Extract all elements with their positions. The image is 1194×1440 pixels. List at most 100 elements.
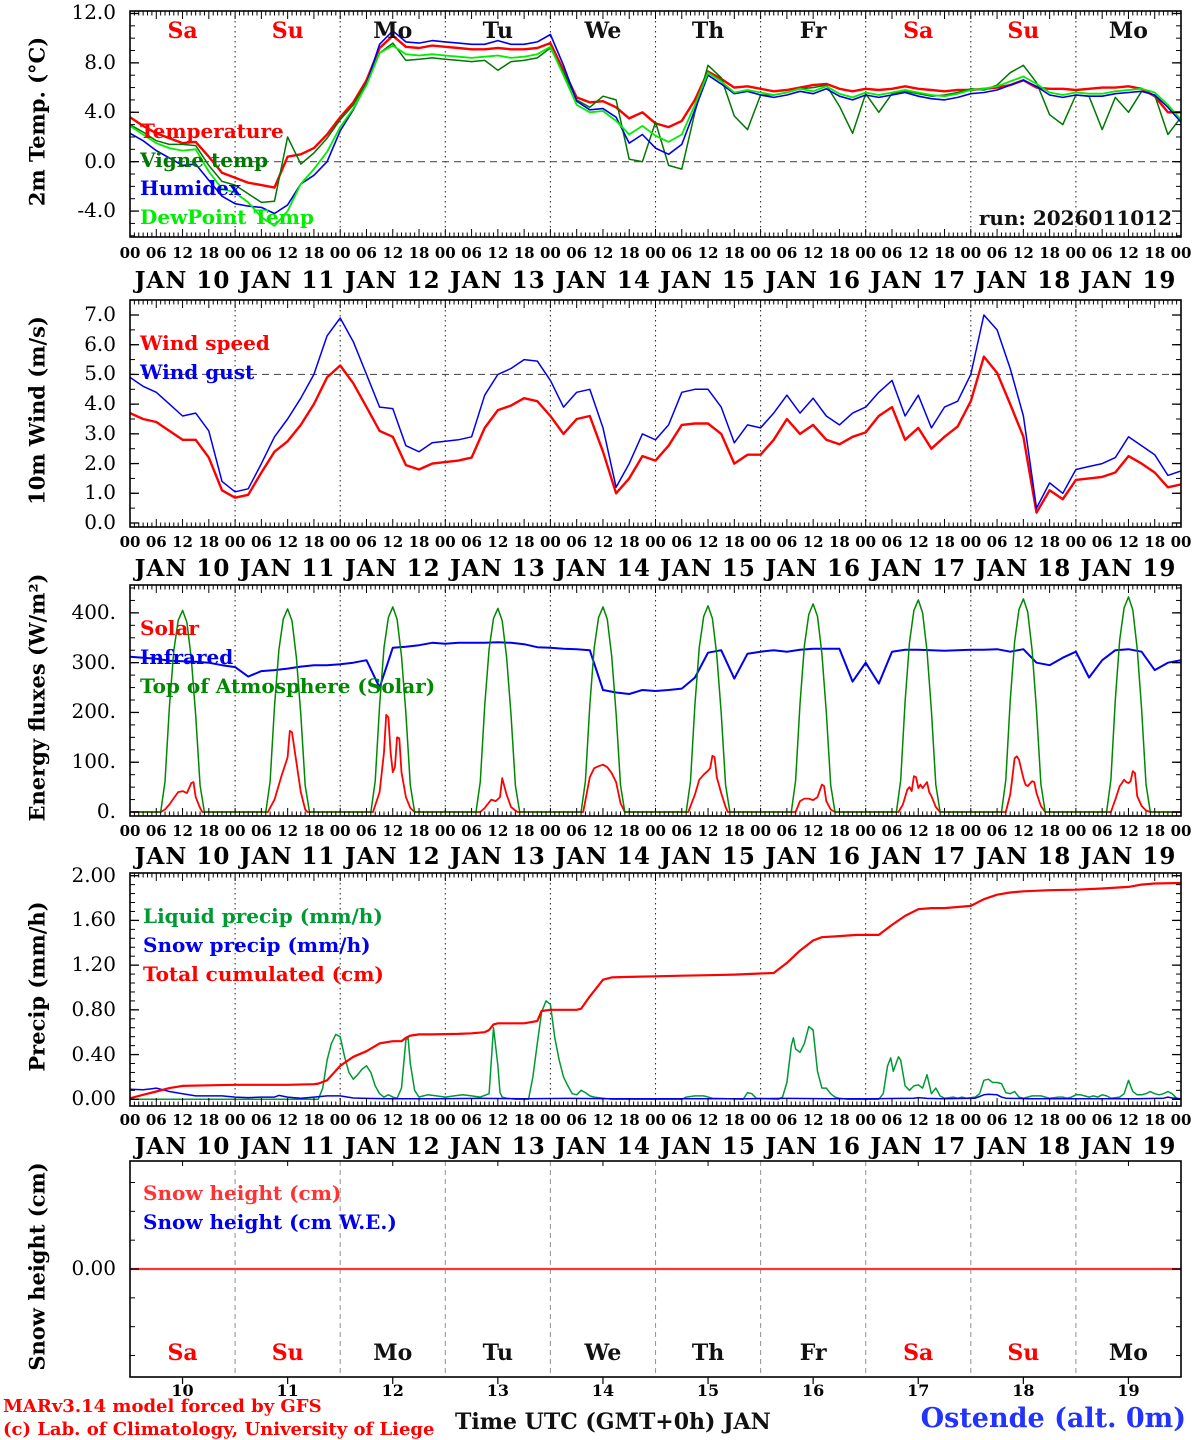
legend-humidex: Humidex (140, 176, 241, 201)
hour-tick-label: 06 (671, 822, 693, 840)
legend-solar: Solar (140, 616, 199, 640)
hour-tick-label: 00 (1065, 533, 1087, 551)
hour-tick-label: 18 (1039, 822, 1061, 840)
hour-tick-label: 06 (145, 244, 167, 262)
y-tick-label: 0.40 (71, 1041, 116, 1066)
axis-title-snow: Snow height (cm) (24, 1162, 50, 1371)
y-tick-label: 100. (71, 749, 116, 774)
y-tick-label: 1.20 (71, 952, 116, 977)
date-label: JAN 10 (134, 843, 231, 870)
hour-tick-label: 18 (723, 1111, 745, 1129)
date-label: JAN 18 (975, 555, 1072, 582)
hour-tick-label: 06 (776, 1111, 798, 1129)
hour-tick-label: 00 (539, 533, 561, 551)
date-label: JAN 10 (134, 555, 231, 582)
hour-tick-label: 12 (802, 1111, 824, 1129)
day-name-label: Th (691, 1340, 725, 1366)
hour-tick-label: 06 (986, 1111, 1008, 1129)
hour-tick-label: 12 (172, 822, 193, 840)
day-name-label: We (584, 18, 622, 44)
hour-tick-label: 18 (723, 822, 745, 840)
hour-tick-label: 00 (224, 822, 246, 840)
hour-tick-label: 18 (828, 822, 850, 840)
date-label: JAN 16 (765, 267, 862, 294)
hour-tick-label: 12 (172, 1111, 193, 1129)
hour-tick-label: 00 (119, 822, 141, 840)
hour-tick-label: 18 (723, 244, 745, 262)
day-number-label: 12 (381, 1381, 404, 1400)
date-label: JAN 19 (1080, 1133, 1177, 1160)
day-name-label: Sa (167, 18, 198, 44)
hour-tick-label: 12 (907, 244, 929, 262)
hour-tick-label: 18 (1144, 533, 1166, 551)
hour-tick-label: 06 (881, 822, 903, 840)
date-label: JAN 13 (449, 1133, 546, 1160)
date-label: JAN 16 (765, 555, 862, 582)
hour-tick-label: 12 (907, 533, 929, 551)
hour-tick-label: 18 (303, 533, 325, 551)
hour-tick-label: 18 (408, 244, 430, 262)
y-tick-label: 2.0 (84, 450, 116, 475)
hour-tick-label: 00 (750, 533, 772, 551)
date-label: JAN 15 (660, 555, 756, 582)
date-label: JAN 17 (870, 267, 967, 294)
hour-tick-label: 12 (802, 822, 824, 840)
date-label: JAN 12 (344, 267, 441, 294)
date-label: JAN 16 (765, 1133, 862, 1160)
day-number-label: 10 (171, 1381, 194, 1400)
hour-tick-label: 06 (881, 1111, 903, 1129)
day-number-label: 14 (591, 1381, 615, 1400)
hour-tick-label: 00 (1065, 1111, 1087, 1129)
y-tick-label: 5.0 (84, 361, 116, 386)
hour-tick-label: 00 (329, 822, 351, 840)
hour-tick-label: 18 (618, 822, 640, 840)
hour-tick-label: 00 (855, 533, 877, 551)
hour-tick-label: 18 (303, 1111, 325, 1129)
hour-tick-label: 18 (723, 533, 745, 551)
hour-tick-label: 00 (434, 822, 456, 840)
hour-tick-label: 06 (986, 244, 1008, 262)
y-tick-label: 0.00 (71, 1086, 116, 1111)
hour-tick-label: 06 (356, 1111, 377, 1129)
hour-tick-label: 00 (539, 1111, 561, 1129)
day-name-label: Tu (482, 18, 514, 44)
hour-tick-label: 12 (382, 822, 404, 840)
hour-tick-label: 00 (645, 1111, 666, 1129)
date-label: JAN 13 (449, 555, 546, 582)
date-label: JAN 12 (344, 555, 441, 582)
hour-tick-label: 00 (1170, 1111, 1192, 1129)
day-name-label: Mo (1108, 1340, 1148, 1366)
hour-tick-label: 18 (198, 244, 220, 262)
hour-tick-label: 00 (434, 1111, 456, 1129)
hour-tick-label: 18 (303, 822, 325, 840)
hour-tick-label: 12 (592, 822, 614, 840)
hour-tick-label: 12 (382, 1111, 404, 1129)
hour-tick-label: 12 (487, 1111, 509, 1129)
hour-tick-label: 00 (750, 244, 772, 262)
date-label: JAN 12 (344, 1133, 441, 1160)
day-name-label: Mo (373, 1340, 413, 1366)
legend-infrared: Infrared (140, 645, 234, 669)
hour-tick-label: 06 (566, 533, 588, 551)
hour-tick-label: 00 (960, 1111, 982, 1129)
hour-tick-label: 06 (461, 244, 482, 262)
date-label: JAN 14 (555, 555, 651, 582)
hour-tick-label: 12 (907, 822, 929, 840)
date-label: JAN 10 (134, 1133, 231, 1160)
hour-tick-label: 18 (408, 822, 430, 840)
hour-tick-label: 12 (172, 533, 193, 551)
hour-tick-label: 00 (855, 822, 877, 840)
hour-tick-label: 12 (697, 1111, 719, 1129)
hour-tick-label: 12 (1118, 244, 1139, 262)
hour-tick-label: 12 (592, 1111, 614, 1129)
hour-tick-label: 06 (986, 822, 1008, 840)
hour-tick-label: 06 (145, 1111, 167, 1129)
day-name-label: Sa (903, 1340, 934, 1366)
hour-tick-label: 00 (645, 244, 666, 262)
hour-tick-label: 00 (224, 533, 246, 551)
y-tick-label: 12.0 (71, 0, 116, 25)
hour-tick-label: 18 (198, 822, 220, 840)
hour-tick-label: 00 (960, 244, 982, 262)
legend-temperature: Temperature (140, 119, 284, 143)
